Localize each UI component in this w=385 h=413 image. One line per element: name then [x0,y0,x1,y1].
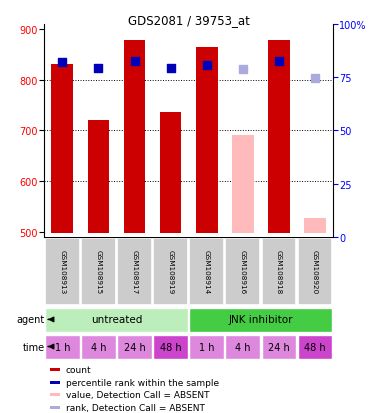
Text: count: count [66,365,92,374]
Text: 24 h: 24 h [268,342,290,351]
FancyBboxPatch shape [261,239,296,305]
FancyBboxPatch shape [153,335,188,359]
Text: 24 h: 24 h [124,342,146,351]
FancyBboxPatch shape [189,308,332,332]
Point [240,67,246,74]
Point [167,66,174,72]
Bar [50,381,60,384]
FancyBboxPatch shape [189,239,224,305]
FancyBboxPatch shape [117,335,152,359]
Bar [232,136,254,234]
FancyBboxPatch shape [45,239,80,305]
FancyBboxPatch shape [226,335,260,359]
Bar [304,218,326,234]
Bar [88,121,109,234]
FancyBboxPatch shape [226,239,260,305]
Point [312,76,318,82]
Text: JNK inhibitor: JNK inhibitor [229,315,293,325]
FancyBboxPatch shape [298,335,332,359]
Text: GSM108917: GSM108917 [132,250,137,294]
Bar [52,65,73,234]
Bar [50,368,60,371]
Point [276,59,282,66]
Point [204,62,210,69]
Text: GSM108920: GSM108920 [312,250,318,294]
Text: time: time [22,342,45,351]
Bar [268,41,290,234]
FancyBboxPatch shape [153,239,188,305]
Text: rank, Detection Call = ABSENT: rank, Detection Call = ABSENT [66,403,205,412]
Bar [160,112,181,234]
Text: GSM108918: GSM108918 [276,250,282,294]
FancyBboxPatch shape [117,239,152,305]
Point [59,59,65,66]
Text: 48 h: 48 h [304,342,326,351]
FancyBboxPatch shape [45,308,188,332]
Bar [196,47,218,234]
Text: 1 h: 1 h [199,342,214,351]
Text: 4 h: 4 h [90,342,106,351]
FancyBboxPatch shape [81,239,116,305]
FancyBboxPatch shape [45,335,80,359]
Text: GSM108915: GSM108915 [95,250,101,294]
Text: percentile rank within the sample: percentile rank within the sample [66,378,219,387]
Text: GDS2081 / 39753_at: GDS2081 / 39753_at [128,14,249,27]
Text: agent: agent [17,315,45,325]
Text: 48 h: 48 h [160,342,181,351]
Bar [124,41,146,234]
Text: GSM108913: GSM108913 [59,250,65,294]
Text: value, Detection Call = ABSENT: value, Detection Call = ABSENT [66,390,209,399]
Text: GSM108919: GSM108919 [167,250,174,294]
FancyBboxPatch shape [261,335,296,359]
FancyBboxPatch shape [81,335,116,359]
Text: GSM108914: GSM108914 [204,250,210,294]
Text: 1 h: 1 h [55,342,70,351]
Point [95,66,102,72]
FancyBboxPatch shape [189,335,224,359]
Text: 4 h: 4 h [235,342,251,351]
Point [131,59,137,66]
Text: untreated: untreated [91,315,142,325]
Bar [50,393,60,396]
Bar [50,406,60,409]
FancyBboxPatch shape [298,239,332,305]
Text: GSM108916: GSM108916 [240,250,246,294]
